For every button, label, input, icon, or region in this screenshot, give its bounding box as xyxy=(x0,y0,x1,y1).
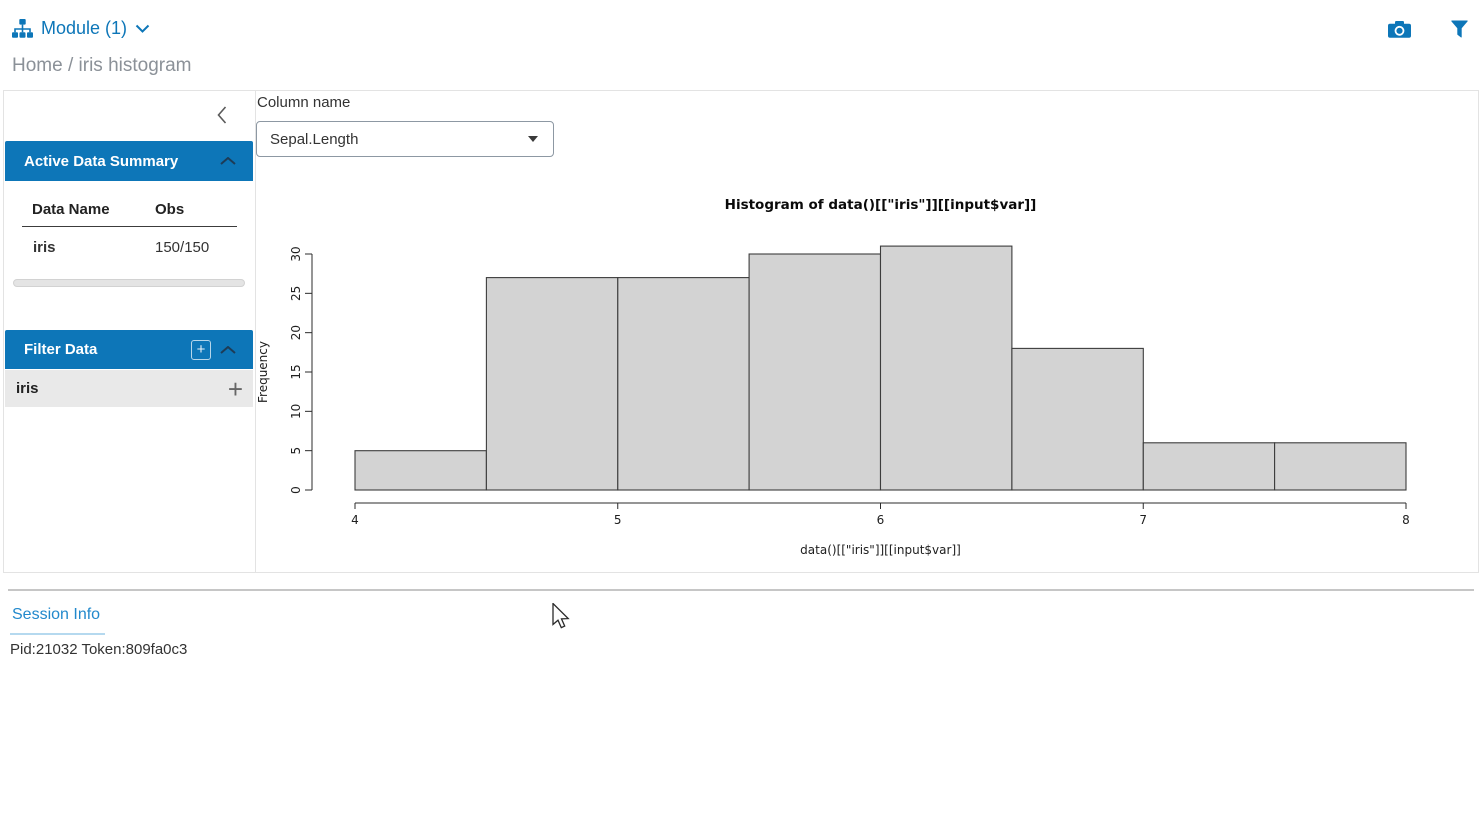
chevron-up-icon xyxy=(220,345,236,354)
svg-text:Frequency: Frequency xyxy=(256,341,270,403)
svg-text:5: 5 xyxy=(289,447,303,455)
caret-down-icon xyxy=(528,136,538,142)
svg-text:15: 15 xyxy=(289,364,303,379)
filter-item-label: iris xyxy=(16,380,39,397)
select-value: Sepal.Length xyxy=(270,130,359,148)
svg-text:7: 7 xyxy=(1139,513,1147,527)
svg-text:8: 8 xyxy=(1402,513,1410,527)
panel-title: Active Data Summary xyxy=(24,152,179,170)
chevron-down-icon xyxy=(135,24,150,33)
sidebar-divider xyxy=(255,90,256,573)
histogram-plot: 0 5 10 15 20 25 30 4 5 6 7 8 Histogram of data()[["i… xyxy=(256,197,1410,557)
mouse-cursor xyxy=(552,603,570,629)
svg-text:6: 6 xyxy=(877,513,885,527)
camera-button[interactable] xyxy=(1388,20,1411,38)
topbar-actions xyxy=(1388,20,1468,38)
svg-text:4: 4 xyxy=(351,513,359,527)
svg-text:25: 25 xyxy=(289,286,303,301)
col-header-data-name: Data Name xyxy=(32,201,110,218)
svg-text:10: 10 xyxy=(289,404,303,419)
column-name-label: Column name xyxy=(257,94,351,111)
column-select[interactable]: Sepal.Length xyxy=(256,121,554,157)
filter-button[interactable] xyxy=(1451,20,1468,38)
svg-text:data()[["iris"]][[input$var]]: data()[["iris"]][[input$var]] xyxy=(800,543,961,557)
panel-title: Filter Data xyxy=(24,341,98,358)
col-header-obs: Obs xyxy=(155,201,185,218)
filter-icon xyxy=(1451,20,1468,38)
camera-icon xyxy=(1388,20,1411,38)
horizontal-scrollbar[interactable] xyxy=(13,279,245,287)
breadcrumb[interactable]: Home / iris histogram xyxy=(12,55,192,76)
svg-text:0: 0 xyxy=(289,486,303,494)
chevron-up-icon xyxy=(220,157,236,165)
session-tab-underline xyxy=(10,633,105,635)
cell-obs: 150/150 xyxy=(155,239,210,256)
svg-text:30: 30 xyxy=(289,246,303,261)
add-item-button[interactable]: + xyxy=(227,373,243,404)
cell-data-name: iris xyxy=(33,239,56,256)
table-header-separator xyxy=(22,226,237,227)
session-pid-text: Pid:21032 Token:809fa0c3 xyxy=(10,641,188,658)
svg-text:Histogram of data()[["iris"]][: Histogram of data()[["iris"]][[input$var… xyxy=(725,197,1037,213)
footer-separator xyxy=(8,589,1474,591)
add-filter-button[interactable]: + xyxy=(191,339,211,360)
panel-header-filter-data[interactable]: Filter Data + xyxy=(5,330,253,369)
chevron-left-icon xyxy=(217,106,227,124)
tab-session-info[interactable]: Session Info xyxy=(12,606,101,623)
panel-header-active-data-summary[interactable]: Active Data Summary xyxy=(5,141,253,181)
module-label: Module (1) xyxy=(41,18,128,38)
sitemap-icon xyxy=(12,19,33,38)
svg-text:20: 20 xyxy=(289,325,303,340)
svg-text:5: 5 xyxy=(614,513,622,527)
filter-item-iris[interactable]: iris + xyxy=(5,370,253,407)
collapse-sidebar-button[interactable] xyxy=(214,105,230,125)
module-menu[interactable]: Module (1) xyxy=(12,18,150,39)
